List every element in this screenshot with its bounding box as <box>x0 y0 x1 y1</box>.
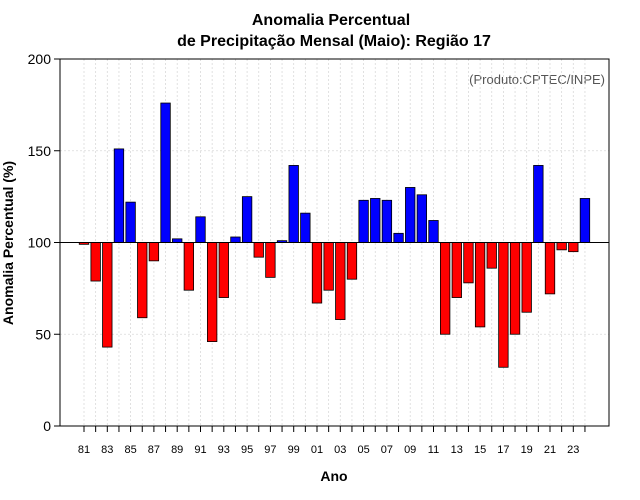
bar-2014 <box>463 242 474 284</box>
x-tick-label: 09 <box>404 444 416 456</box>
bar-2012 <box>439 242 451 335</box>
x-tick-label: 07 <box>381 444 393 456</box>
x-tick-label: 91 <box>194 444 206 456</box>
bar-2007 <box>381 199 393 243</box>
bar-1994 <box>230 236 241 243</box>
y-axis: 0 50 100 150 200 <box>28 51 60 434</box>
x-tick-label: 01 <box>311 444 323 456</box>
bar-1999 <box>288 165 299 243</box>
bar-1989 <box>172 238 183 243</box>
x-tick-label: 85 <box>124 444 136 456</box>
bar-1987 <box>148 242 160 262</box>
x-tick-label: 87 <box>148 444 160 456</box>
bar-2003 <box>335 242 346 320</box>
x-tick-label: 95 <box>241 444 253 456</box>
x-tick-label: 99 <box>288 444 300 456</box>
x-tick-label: 03 <box>334 444 346 456</box>
bar-2022 <box>556 242 567 251</box>
bar-2021 <box>544 242 556 295</box>
bar-2020 <box>533 165 544 243</box>
x-tick-label: 81 <box>78 444 90 456</box>
bar-2011 <box>428 220 439 243</box>
bar-1982 <box>90 242 101 282</box>
bar-2018 <box>509 242 521 335</box>
bar-2016 <box>486 242 497 269</box>
x-tick-label: 93 <box>218 444 230 456</box>
y-tick-label: 50 <box>35 326 51 342</box>
bar-2023 <box>568 242 579 253</box>
y-tick-label: 200 <box>28 51 52 67</box>
bar-1995 <box>241 196 253 243</box>
x-tick-label: 21 <box>544 444 556 456</box>
bar-1983 <box>102 242 113 348</box>
y-axis-label: Anomalia Percentual (%) <box>0 161 16 325</box>
chart-title-line1: Anomalia Percentual <box>252 12 410 29</box>
bar-2024 <box>579 198 591 243</box>
bar-2008 <box>393 232 404 243</box>
bar-2019 <box>521 242 532 313</box>
bars <box>78 102 591 368</box>
bar-2006 <box>370 198 381 243</box>
bar-1997 <box>265 242 276 278</box>
x-tick-label: 13 <box>451 444 463 456</box>
bar-2001 <box>311 242 323 304</box>
x-tick-label: 89 <box>171 444 183 456</box>
bar-2002 <box>323 242 334 291</box>
gridlines <box>60 58 609 427</box>
bar-1988 <box>160 102 171 243</box>
bar-2004 <box>346 242 358 280</box>
y-tick-label: 100 <box>28 235 52 251</box>
chart-title-line2: de Precipitação Mensal (Maio): Região 17 <box>177 33 491 50</box>
y-tick-label: 150 <box>28 143 52 159</box>
bar-2009 <box>405 187 416 243</box>
bar-1993 <box>218 242 229 298</box>
bar-1986 <box>137 242 148 319</box>
x-tick-label: 19 <box>521 444 533 456</box>
bar-1991 <box>195 216 206 243</box>
bar-1984 <box>113 148 125 243</box>
bar-1985 <box>125 201 136 243</box>
bar-1992 <box>206 242 218 342</box>
x-axis-label: Ano <box>320 468 347 484</box>
x-tick-label: 83 <box>101 444 113 456</box>
x-tick-label: 05 <box>357 444 369 456</box>
bar-2017 <box>498 242 509 368</box>
x-tick-label: 97 <box>264 444 276 456</box>
bar-2000 <box>300 212 311 243</box>
bar-2005 <box>358 199 369 243</box>
bar-2013 <box>451 242 462 298</box>
y-tick-label: 0 <box>43 418 51 434</box>
bar-1990 <box>183 242 195 291</box>
x-tick-label: 23 <box>567 444 579 456</box>
bar-2010 <box>416 194 428 243</box>
bar-1996 <box>253 242 264 258</box>
x-tick-label: 15 <box>474 444 486 456</box>
x-axis: 81 83 85 87 89 91 93 95 97 99 01 03 05 07 09 11 13 15 17 19… <box>78 426 586 456</box>
x-tick-label: 11 <box>428 444 439 456</box>
bar-2015 <box>474 242 486 328</box>
x-tick-label: 17 <box>497 444 509 456</box>
